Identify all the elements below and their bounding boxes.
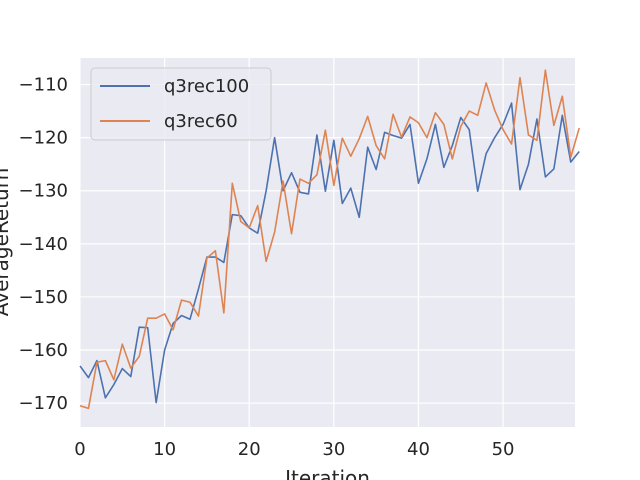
x-tick-label: 10 [153,439,176,460]
x-tick-labels: 0 10 20 30 40 50 [74,439,514,460]
legend-label-q3rec100: q3rec100 [164,76,249,97]
y-tick-label: −170 [19,393,68,414]
y-tick-labels: −170 −160 −150 −140 −130 −120 −110 [19,75,68,415]
y-tick-label: −150 [19,287,68,308]
x-axis-label: Iteration [285,466,370,480]
x-tick-label: 20 [238,439,261,460]
legend-label-q3rec60: q3rec60 [164,111,238,132]
legend: q3rec100 q3rec60 [91,68,271,140]
y-tick-label: −140 [19,234,68,255]
y-axis-label: AverageReturn [0,168,13,317]
y-tick-label: −130 [19,181,68,202]
x-tick-label: 0 [74,439,85,460]
y-tick-label: −120 [19,128,68,149]
y-tick-label: −160 [19,340,68,361]
x-tick-label: 30 [322,439,345,460]
x-tick-label: 40 [407,439,430,460]
x-tick-label: 50 [492,439,515,460]
y-tick-label: −110 [19,75,68,96]
